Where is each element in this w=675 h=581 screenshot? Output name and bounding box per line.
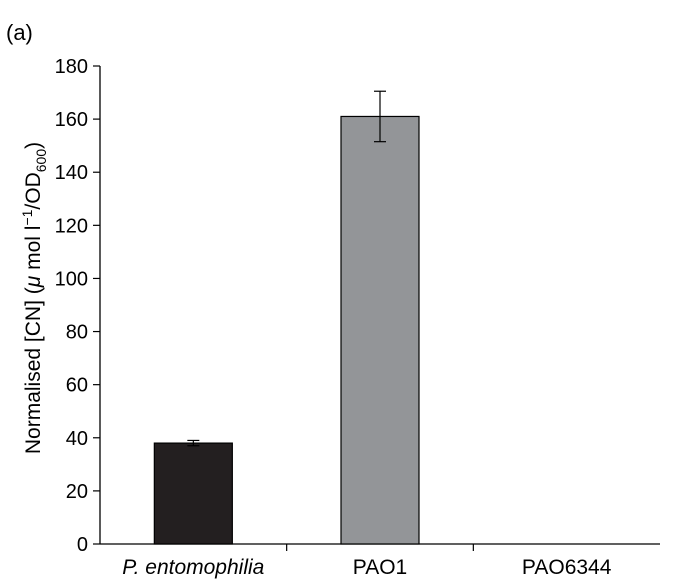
svg-text:Normalised [CN] (μ mol l−1/OD6: Normalised [CN] (μ mol l−1/OD600): [19, 142, 49, 454]
y-axis-title-sub: 600: [33, 149, 49, 173]
y-axis-title: Normalised [CN] (μ mol l−1/OD600): [19, 142, 49, 454]
y-tick-label: 120: [55, 215, 88, 237]
y-tick-label: 0: [77, 534, 88, 556]
y-tick-label: 100: [55, 268, 88, 290]
y-tick-label: 20: [66, 481, 88, 503]
y-tick-label: 160: [55, 109, 88, 131]
y-tick-label: 80: [66, 322, 88, 344]
y-axis-title-sup: −1: [19, 209, 35, 225]
y-tick-label: 60: [66, 375, 88, 397]
y-axis-title-mu: μ: [22, 275, 45, 288]
y-axis-title-mid: mol l: [22, 226, 45, 276]
x-category-label: PAO6344: [522, 556, 612, 579]
panel-label: (a): [6, 20, 33, 45]
plot-area: 0 20 40 60 80 100 120 140 160 180 P. entomophilia P…: [55, 56, 660, 579]
y-tick-label: 180: [55, 56, 88, 78]
x-category-label: PAO1: [353, 556, 407, 579]
bar: [340, 115, 420, 545]
y-axis-title-suffix: ): [22, 142, 45, 149]
y-axis-title-after-sup: /OD: [22, 172, 45, 209]
bar: [153, 442, 233, 545]
y-tick-label: 140: [55, 162, 88, 184]
y-axis-title-prefix: Normalised [CN] (: [22, 287, 45, 454]
x-category-label: P. entomophilia: [122, 556, 264, 579]
y-tick-label: 40: [66, 428, 88, 450]
